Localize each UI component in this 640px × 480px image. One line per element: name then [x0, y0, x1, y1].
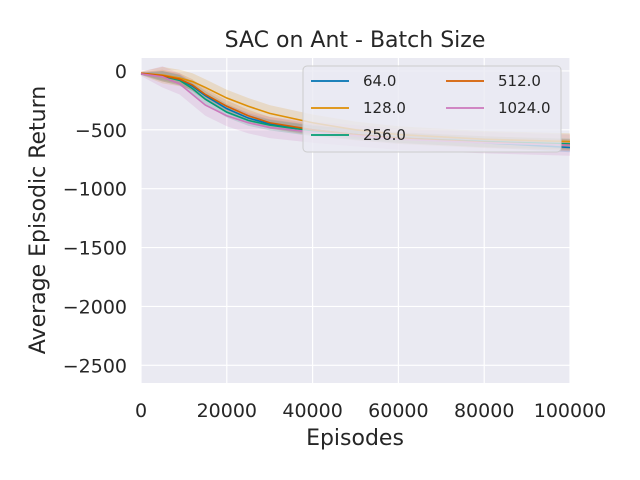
y-tick-label: −500	[75, 120, 127, 142]
legend-label: 256.0	[363, 126, 406, 144]
y-tick-label: −1000	[63, 179, 127, 201]
legend-box	[302, 65, 562, 153]
legend: 64.0 128.0 256.0 512.0 1024.0	[302, 65, 562, 153]
x-axis-label: Episodes	[306, 426, 404, 451]
x-tick-label: 60000	[368, 400, 428, 422]
legend-label: 1024.0	[498, 99, 551, 117]
y-axis-label: Average Episodic Return	[26, 86, 51, 354]
chart-title: SAC on Ant - Batch Size	[225, 28, 486, 53]
legend-label: 512.0	[498, 72, 541, 90]
x-tick-label: 0	[135, 400, 147, 422]
x-tick-label: 100000	[534, 400, 607, 422]
x-tick-label: 40000	[282, 400, 342, 422]
y-tick-label: −2000	[63, 296, 127, 318]
legend-label: 128.0	[363, 99, 406, 117]
x-tick-label: 80000	[454, 400, 514, 422]
y-tick-label: −2500	[63, 355, 127, 377]
y-tick-label: −1500	[63, 238, 127, 260]
legend-label: 64.0	[363, 72, 396, 90]
x-tick-label: 20000	[197, 400, 257, 422]
y-tick-label: 0	[115, 61, 127, 83]
